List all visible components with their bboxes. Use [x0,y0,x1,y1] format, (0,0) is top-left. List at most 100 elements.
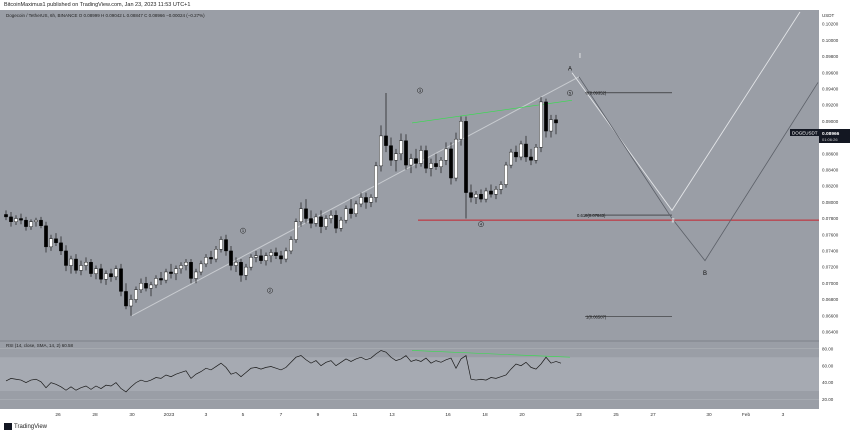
candle-body [514,151,518,158]
candle-body [204,257,208,265]
candle-body [29,221,33,227]
wave-circle [267,287,273,294]
candle-body [214,249,218,260]
price-tick-label: 0.07800 [822,216,839,221]
candle-body [504,164,508,185]
last-price-tag [819,129,850,143]
wave-label-top: I [579,53,581,60]
wave-label-b: B [703,271,707,277]
rsi-tick-label: 40.00 [822,380,834,385]
time-tick-label: 7 [280,412,283,418]
tradingview-logo: TradingView [4,423,47,430]
candle-body [349,208,353,214]
wave-circle [478,221,484,228]
candle-body [539,101,543,148]
plot-background [0,10,819,409]
wave-label: 3 [419,88,422,93]
price-tick-label: 0.09600 [822,70,839,75]
candle-body [379,135,383,167]
time-tick-label: 5 [242,412,245,418]
candle-body [144,283,148,289]
price-tick-label: 0.09800 [822,54,839,59]
candle-body [459,121,463,140]
candle-body [99,268,103,280]
candle-body [164,271,168,281]
candle-body [344,208,348,221]
rsi-line [5,350,562,393]
candle-body [169,271,173,274]
rsi-tick-label: 80.00 [822,346,834,351]
price-chart[interactable]: Dogecoin / TetherUS, 6h, BINANCE O 0.089… [0,10,850,420]
price-tick-label: 0.08400 [822,168,839,173]
candle-body [94,268,98,274]
candle-body [149,284,153,289]
time-tick-label: 9 [317,412,320,418]
candle-body [79,265,83,271]
candle-body [174,268,178,274]
candle-body [509,151,513,166]
candle-body [239,262,243,276]
wave-circle [567,90,573,96]
publisher-text: BitcoinMaximus1 published on TradingView… [4,2,191,8]
candle-body [199,263,203,273]
candle-body [44,225,48,248]
candle-body [524,143,528,158]
ascending-trendline [131,76,580,317]
candle-body [424,150,428,169]
time-tick-label: 3 [782,412,785,418]
symbol-tag-label: DOGEUSDT [792,131,818,136]
time-tick-label: 28 [92,412,98,418]
time-tick-label: 26 [55,412,61,418]
candle-body [19,218,23,221]
candle-body [49,238,53,248]
candle-body [259,255,263,261]
price-tick-label: 0.07200 [822,265,839,270]
candle-body [474,194,478,198]
candle-body [9,216,13,222]
candle-body [104,273,108,280]
candle-body [189,262,193,279]
brand-name: TradingView [14,423,48,430]
time-tick-label: 30 [706,412,712,418]
candle-body [159,278,163,281]
candle-body [449,148,453,179]
candle-body [89,262,93,274]
price-tick-label: 0.07000 [822,281,839,286]
candle-body [444,148,448,161]
candle-body [249,257,253,268]
candle-body [439,160,443,167]
candle-body [404,140,408,166]
price-tick-label: 0.10000 [822,38,839,43]
candle-body [429,163,433,169]
rsi-tick-label: 60.00 [822,363,834,368]
price-tick-label: 0.08000 [822,200,839,205]
candle-body [39,219,43,227]
tradingview-icon [4,423,12,430]
wave-label: 5 [569,90,572,95]
candle-body [219,239,223,250]
candle-body [264,255,268,261]
candle-body [289,239,293,252]
candle-body [64,250,68,266]
time-tick-label: 16 [445,412,451,418]
time-tick-label: 20 [519,412,525,418]
candle-body [184,262,188,266]
candle-body [469,192,473,198]
wave-label: 1 [242,228,245,233]
symbol-tag [790,129,820,136]
fib-label: 1(0.06587) [586,315,607,320]
time-tick-label: 25 [613,412,619,418]
candle-body [4,214,8,218]
candle-body [34,219,38,222]
price-tick-label: 0.06600 [822,313,839,318]
candle-body [209,257,213,260]
candle-body [74,258,78,271]
candle-body [399,140,403,154]
wave-label: 4 [480,222,483,227]
fib-label: 0.618(0.07843) [577,213,606,218]
candle-body [414,158,418,164]
wave-label-a: A [568,66,572,72]
time-tick-label: 11 [353,412,358,418]
time-tick-label: 13 [389,412,395,418]
price-axis-ticks: 0.10200 0.10000 0.09800 0.09600 0.09400 0.092… [822,22,839,335]
